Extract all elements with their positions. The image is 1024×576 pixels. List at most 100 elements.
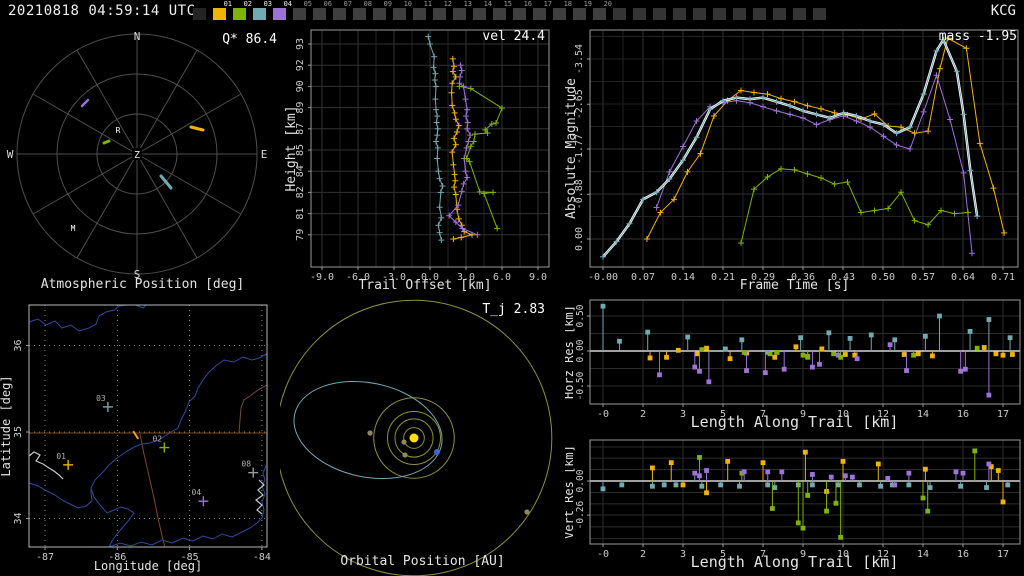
station-toggle-11[interactable]: 11 [412, 0, 432, 24]
map-station-04: 04 [192, 488, 209, 506]
svg-text:02: 02 [152, 435, 162, 444]
station-square[interactable] [733, 8, 746, 20]
station-square[interactable] [353, 8, 366, 20]
shower-code-badge: KCG [991, 3, 1016, 19]
planet-dot-1 [402, 452, 407, 457]
station-toggle-02[interactable]: 02 [232, 0, 252, 24]
station-square[interactable] [313, 8, 326, 20]
station-square[interactable] [333, 8, 346, 20]
station-toggle-15[interactable]: 15 [492, 0, 512, 24]
station-square[interactable] [573, 8, 586, 20]
station-square[interactable] [413, 8, 426, 20]
station-square[interactable] [673, 8, 686, 20]
station-toggle-13[interactable]: 13 [452, 0, 472, 24]
mag-series-model-fit [603, 40, 977, 257]
map-panel: 0102030408-87-86-85-84363534Latitude [de… [0, 296, 280, 576]
station-toggle-09[interactable]: 09 [372, 0, 392, 24]
station-toggle-slot-24[interactable] [672, 0, 692, 24]
svg-text:79: 79 [295, 229, 306, 241]
station-toggle-slot-28[interactable] [752, 0, 772, 24]
map-station-03: 03 [96, 394, 113, 412]
planet-dot-3 [524, 509, 529, 514]
station-toggle-17[interactable]: 17 [532, 0, 552, 24]
station-square[interactable] [533, 8, 546, 20]
map-station-02: 02 [152, 435, 169, 453]
station-square[interactable] [633, 8, 646, 20]
orbital-position-plot [280, 296, 565, 576]
station-square[interactable] [713, 8, 726, 20]
station-square[interactable] [513, 8, 526, 20]
magnitude-panel: -0.000.070.140.210.290.360.430.500.570.6… [565, 24, 1024, 296]
sky-marker-R: R [116, 126, 121, 135]
station-square[interactable] [553, 8, 566, 20]
station-toggle-slot-0[interactable] [192, 0, 212, 24]
station-square[interactable] [693, 8, 706, 20]
station-square[interactable] [793, 8, 806, 20]
station-square[interactable] [653, 8, 666, 20]
vert-residuals-panel: -02357910121416170.00-0.26Vert Res [km] … [565, 436, 1024, 576]
station-number: 08 [364, 1, 372, 8]
station-toggle-04[interactable]: 04 [272, 0, 292, 24]
station-number: 14 [484, 1, 492, 8]
station-toggle-07[interactable]: 07 [332, 0, 352, 24]
station-square[interactable] [753, 8, 766, 20]
vert-series-station-02 [697, 448, 977, 539]
station-square[interactable] [433, 8, 446, 20]
station-toggle-slot-22[interactable] [632, 0, 652, 24]
station-square[interactable] [613, 8, 626, 20]
svg-text:-3.54: -3.54 [574, 44, 585, 74]
trail-series-station-02 [456, 83, 505, 231]
station-toggle-14[interactable]: 14 [472, 0, 492, 24]
station-toggle-16[interactable]: 16 [512, 0, 532, 24]
station-toggle-slot-30[interactable] [792, 0, 812, 24]
svg-text:08: 08 [241, 460, 251, 469]
meteor-orbit-ellipse [285, 368, 451, 491]
station-toggle-06[interactable]: 06 [312, 0, 332, 24]
station-square[interactable] [593, 8, 606, 20]
station-square[interactable] [773, 8, 786, 20]
station-square[interactable] [253, 8, 266, 20]
sky-streak-station-01 [191, 127, 203, 130]
svg-text:-0.26: -0.26 [575, 500, 586, 529]
svg-text:35: 35 [13, 426, 24, 438]
station-toggle-slot-25[interactable] [692, 0, 712, 24]
station-square[interactable] [213, 8, 226, 20]
light-curve-plot: -0.000.070.140.210.290.360.430.500.570.6… [565, 24, 1024, 296]
station-toggle-12[interactable]: 12 [432, 0, 452, 24]
mag-series-station-02 [738, 166, 971, 246]
svg-text:0.00: 0.00 [575, 339, 586, 362]
station-square[interactable] [273, 8, 286, 20]
station-square[interactable] [293, 8, 306, 20]
station-toggle-18[interactable]: 18 [552, 0, 572, 24]
station-square[interactable] [473, 8, 486, 20]
station-toggle-10[interactable]: 10 [392, 0, 412, 24]
horz-residuals-panel: -02357910121416170.500.00-0.50Horz Res [… [565, 296, 1024, 436]
station-toggle-slot-26[interactable] [712, 0, 732, 24]
station-toggle-slot-23[interactable] [652, 0, 672, 24]
station-number: 19 [584, 1, 592, 8]
station-toggle-20[interactable]: 20 [592, 0, 612, 24]
sun-dot [410, 434, 419, 443]
station-square[interactable] [813, 8, 826, 20]
station-square[interactable] [193, 8, 206, 20]
station-number: 12 [444, 1, 452, 8]
station-toggle-slot-27[interactable] [732, 0, 752, 24]
station-toggle-03[interactable]: 03 [252, 0, 272, 24]
station-number: 06 [324, 1, 332, 8]
station-square[interactable] [373, 8, 386, 20]
station-toggle-08[interactable]: 08 [352, 0, 372, 24]
svg-text:0.50: 0.50 [575, 304, 586, 327]
station-square[interactable] [233, 8, 246, 20]
station-toggle-slot-21[interactable] [612, 0, 632, 24]
station-square[interactable] [453, 8, 466, 20]
station-toggle-slot-31[interactable] [812, 0, 832, 24]
station-toggle-01[interactable]: 01 [212, 0, 232, 24]
station-square[interactable] [393, 8, 406, 20]
sky-streak-station-04 [82, 100, 88, 106]
station-square[interactable] [493, 8, 506, 20]
station-toggle-19[interactable]: 19 [572, 0, 592, 24]
station-number: 07 [344, 1, 352, 8]
station-toggle-slot-29[interactable] [772, 0, 792, 24]
map-station-08: 08 [241, 460, 258, 478]
station-toggle-05[interactable]: 05 [292, 0, 312, 24]
